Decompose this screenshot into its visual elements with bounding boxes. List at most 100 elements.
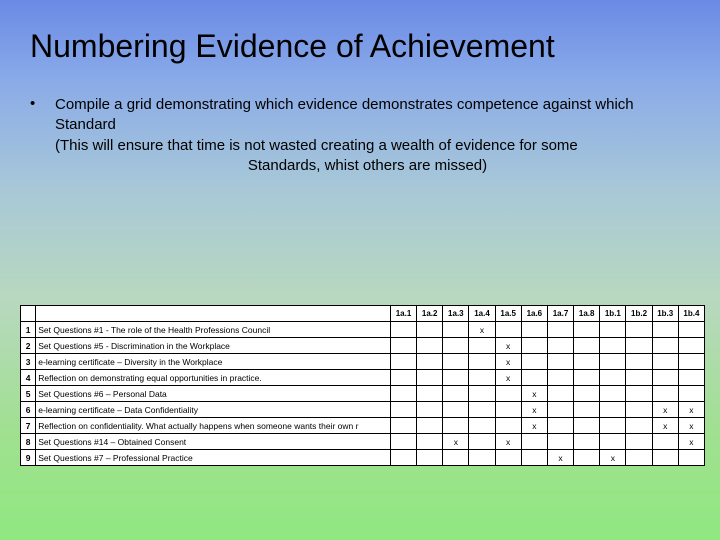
mark-cell bbox=[600, 418, 626, 434]
mark-cell bbox=[390, 418, 416, 434]
mark-cell bbox=[626, 386, 652, 402]
mark-cell bbox=[443, 338, 469, 354]
table-header-row: 1a.1 1a.2 1a.3 1a.4 1a.5 1a.6 1a.7 1a.8 … bbox=[21, 306, 705, 322]
note-line2: Standards, whist others are missed) bbox=[55, 156, 680, 176]
mark-cell bbox=[443, 322, 469, 338]
mark-cell bbox=[390, 450, 416, 466]
mark-cell bbox=[469, 386, 495, 402]
row-description: Reflection on demonstrating equal opport… bbox=[36, 370, 391, 386]
mark-cell bbox=[626, 370, 652, 386]
mark-cell bbox=[626, 338, 652, 354]
mark-cell bbox=[417, 322, 443, 338]
header-col: 1a.4 bbox=[469, 306, 495, 322]
mark-cell: x bbox=[521, 418, 547, 434]
table-row: 7Reflection on confidentiality. What act… bbox=[21, 418, 705, 434]
row-number: 1 bbox=[21, 322, 36, 338]
evidence-table-container: 1a.1 1a.2 1a.3 1a.4 1a.5 1a.6 1a.7 1a.8 … bbox=[20, 305, 705, 466]
mark-cell bbox=[574, 418, 600, 434]
header-col: 1a.5 bbox=[495, 306, 521, 322]
row-number: 7 bbox=[21, 418, 36, 434]
mark-cell bbox=[652, 386, 678, 402]
mark-cell bbox=[417, 354, 443, 370]
mark-cell bbox=[390, 434, 416, 450]
header-col: 1a.2 bbox=[417, 306, 443, 322]
mark-cell bbox=[600, 338, 626, 354]
mark-cell bbox=[547, 338, 573, 354]
mark-cell bbox=[521, 370, 547, 386]
mark-cell bbox=[469, 450, 495, 466]
table-row: 6e-learning certificate – Data Confident… bbox=[21, 402, 705, 418]
mark-cell: x bbox=[652, 402, 678, 418]
mark-cell bbox=[469, 434, 495, 450]
mark-cell bbox=[469, 354, 495, 370]
mark-cell bbox=[652, 338, 678, 354]
mark-cell bbox=[600, 386, 626, 402]
mark-cell bbox=[600, 402, 626, 418]
mark-cell bbox=[390, 322, 416, 338]
mark-cell bbox=[547, 322, 573, 338]
mark-cell: x bbox=[600, 450, 626, 466]
row-number: 4 bbox=[21, 370, 36, 386]
mark-cell bbox=[417, 450, 443, 466]
mark-cell: x bbox=[521, 386, 547, 402]
row-description: Set Questions #14 – Obtained Consent bbox=[36, 434, 391, 450]
mark-cell bbox=[652, 434, 678, 450]
mark-cell bbox=[390, 338, 416, 354]
mark-cell bbox=[390, 402, 416, 418]
mark-cell: x bbox=[521, 402, 547, 418]
mark-cell: x bbox=[495, 354, 521, 370]
mark-cell bbox=[547, 386, 573, 402]
bullet-item: • Compile a grid demonstrating which evi… bbox=[0, 65, 720, 134]
mark-cell bbox=[390, 354, 416, 370]
row-number: 6 bbox=[21, 402, 36, 418]
slide-title: Numbering Evidence of Achievement bbox=[0, 0, 720, 65]
mark-cell bbox=[521, 354, 547, 370]
mark-cell bbox=[443, 402, 469, 418]
mark-cell bbox=[574, 386, 600, 402]
bullet-text: Compile a grid demonstrating which evide… bbox=[55, 95, 680, 134]
header-col: 1a.1 bbox=[390, 306, 416, 322]
row-description: e-learning certificate – Diversity in th… bbox=[36, 354, 391, 370]
mark-cell: x bbox=[678, 434, 704, 450]
header-col: 1a.8 bbox=[574, 306, 600, 322]
mark-cell bbox=[678, 354, 704, 370]
table-row: 4Reflection on demonstrating equal oppor… bbox=[21, 370, 705, 386]
mark-cell bbox=[652, 354, 678, 370]
mark-cell bbox=[626, 434, 652, 450]
mark-cell: x bbox=[469, 322, 495, 338]
mark-cell bbox=[417, 418, 443, 434]
mark-cell bbox=[574, 450, 600, 466]
mark-cell bbox=[521, 322, 547, 338]
note-line1: (This will ensure that time is not waste… bbox=[55, 137, 578, 154]
header-col: 1a.7 bbox=[547, 306, 573, 322]
mark-cell bbox=[469, 402, 495, 418]
mark-cell bbox=[417, 434, 443, 450]
mark-cell bbox=[574, 322, 600, 338]
mark-cell bbox=[600, 434, 626, 450]
mark-cell bbox=[443, 450, 469, 466]
mark-cell: x bbox=[443, 434, 469, 450]
mark-cell bbox=[495, 402, 521, 418]
header-col: 1a.6 bbox=[521, 306, 547, 322]
row-number: 8 bbox=[21, 434, 36, 450]
mark-cell bbox=[469, 338, 495, 354]
mark-cell bbox=[678, 322, 704, 338]
mark-cell bbox=[417, 402, 443, 418]
mark-cell bbox=[652, 370, 678, 386]
note-text: (This will ensure that time is not waste… bbox=[0, 134, 720, 175]
mark-cell bbox=[626, 354, 652, 370]
header-blank-num bbox=[21, 306, 36, 322]
mark-cell bbox=[495, 386, 521, 402]
row-number: 9 bbox=[21, 450, 36, 466]
row-description: Set Questions #5 - Discrimination in the… bbox=[36, 338, 391, 354]
table-row: 2Set Questions #5 - Discrimination in th… bbox=[21, 338, 705, 354]
table-row: 8Set Questions #14 – Obtained Consentxxx bbox=[21, 434, 705, 450]
mark-cell bbox=[417, 370, 443, 386]
row-number: 3 bbox=[21, 354, 36, 370]
row-number: 5 bbox=[21, 386, 36, 402]
mark-cell bbox=[574, 338, 600, 354]
mark-cell bbox=[600, 322, 626, 338]
mark-cell bbox=[678, 370, 704, 386]
row-description: Set Questions #7 – Professional Practice bbox=[36, 450, 391, 466]
mark-cell bbox=[574, 402, 600, 418]
